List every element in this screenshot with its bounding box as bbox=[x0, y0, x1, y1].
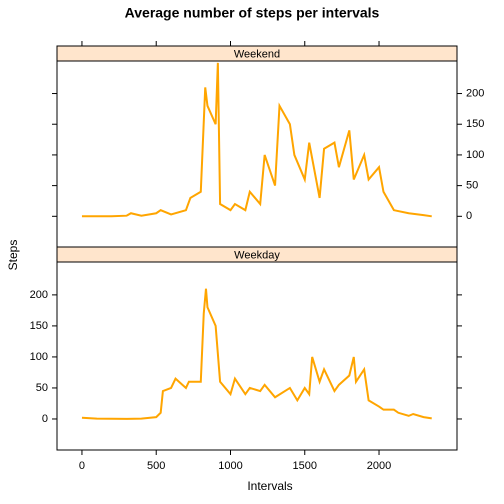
y-tick-label: 0 bbox=[466, 210, 472, 222]
panel-frame bbox=[56, 60, 458, 248]
y-tick-label: 100 bbox=[30, 351, 48, 363]
strip-label: Weekend bbox=[234, 48, 280, 60]
x-tick-label: 1000 bbox=[218, 460, 242, 472]
y-tick-label: 0 bbox=[42, 413, 48, 425]
x-tick-label: 2000 bbox=[367, 460, 391, 472]
line bbox=[81, 288, 432, 420]
y-tick-label: 50 bbox=[36, 382, 48, 394]
x-tick-label: 0 bbox=[79, 460, 85, 472]
y-tick-label: 150 bbox=[466, 118, 484, 130]
strip-label: Weekday bbox=[234, 249, 280, 261]
x-axis-label: Intervals bbox=[247, 479, 292, 493]
y-tick-label: 50 bbox=[466, 180, 478, 192]
chart-title: Average number of steps per intervals bbox=[125, 5, 380, 21]
y-axis-label: Steps bbox=[6, 240, 20, 271]
x-tick-label: 1500 bbox=[293, 460, 317, 472]
y-tick-label: 100 bbox=[466, 149, 484, 161]
line bbox=[81, 62, 432, 218]
y-tick-label: 200 bbox=[30, 289, 48, 301]
x-tick-label: 500 bbox=[147, 460, 165, 472]
panel-frame bbox=[56, 261, 458, 451]
y-tick-label: 150 bbox=[30, 320, 48, 332]
y-tick-label: 200 bbox=[466, 87, 484, 99]
